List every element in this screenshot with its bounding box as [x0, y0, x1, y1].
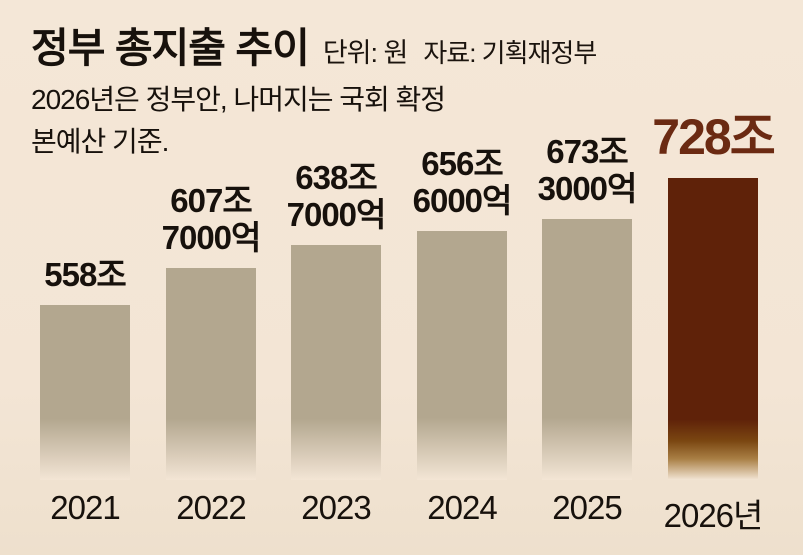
header: 정부 총지출 추이 단위: 원 자료: 기획재정부: [31, 14, 597, 74]
year-label-2025: 2025: [552, 489, 622, 526]
bar-value-label-2025: 673조 3000억: [537, 133, 638, 207]
bar-2021: [40, 305, 130, 480]
bar-value-label-2021: 558조: [44, 256, 126, 293]
note-line-2: 본예산 기준.: [31, 126, 169, 157]
bar-value-label-2026년: 728조: [652, 109, 775, 165]
source-label: 자료: 기획재정부: [423, 38, 597, 68]
bar-2022: [166, 268, 256, 480]
page-title: 정부 총지출 추이: [31, 25, 310, 71]
bar-2024: [417, 231, 507, 480]
year-label-2024: 2024: [427, 489, 497, 526]
year-label-2023: 2023: [301, 489, 371, 526]
bar-value-label-2024: 656조 6000억: [412, 145, 513, 219]
bar-2026년: [668, 178, 758, 480]
unit-label: 단위: 원: [322, 38, 409, 68]
bar-2025: [542, 219, 632, 480]
note-line-1: 2026년은 정부안, 나머지는 국회 확정: [31, 84, 446, 115]
year-label-2026년: 2026년: [663, 497, 764, 534]
year-label-2021: 2021: [50, 489, 120, 526]
year-label-2022: 2022: [176, 489, 246, 526]
bar-value-label-2023: 638조 7000억: [286, 159, 387, 233]
bar-2023: [291, 245, 381, 480]
bar-value-label-2022: 607조 7000억: [161, 182, 262, 256]
